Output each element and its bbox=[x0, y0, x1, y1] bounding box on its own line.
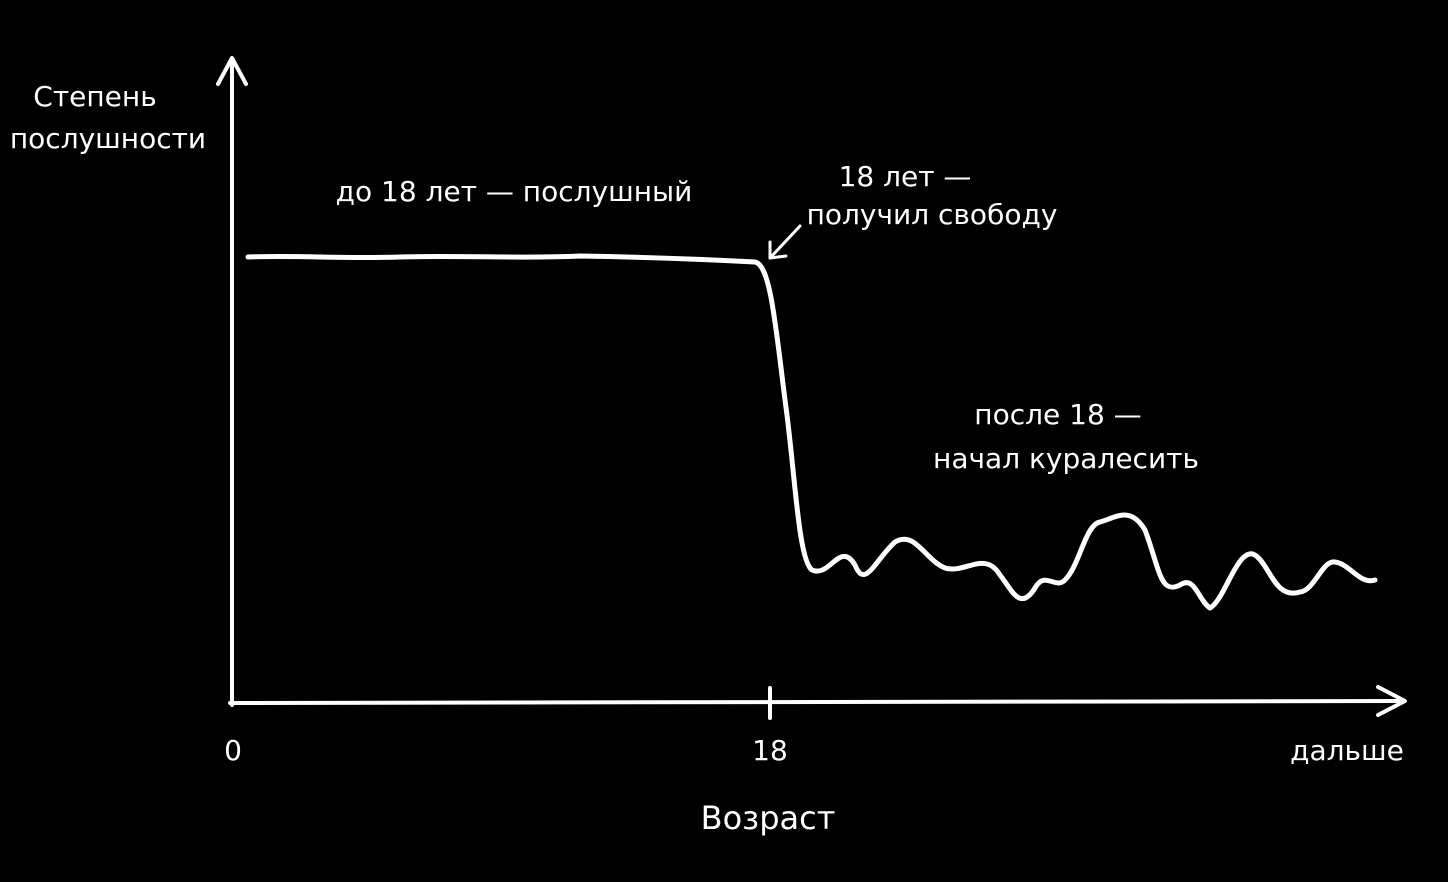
x-tick-label: 18 bbox=[752, 734, 788, 767]
annotation: получил свободу bbox=[807, 198, 1058, 231]
y-axis-arrow bbox=[216, 56, 248, 86]
annotation: начал куралесить bbox=[933, 442, 1199, 475]
annotation: после 18 — bbox=[974, 398, 1141, 431]
y-axis-label: Степень bbox=[33, 80, 156, 113]
annotation-arrow bbox=[768, 224, 802, 260]
y-axis-label: послушности bbox=[10, 122, 206, 155]
x-tick-label: 0 bbox=[224, 734, 242, 767]
x-axis-arrow bbox=[1376, 685, 1407, 717]
x-axis-label: Возраст bbox=[701, 799, 836, 837]
obedience-curve bbox=[245, 253, 1378, 611]
x-axis bbox=[228, 699, 1406, 705]
annotation-arrowhead bbox=[768, 240, 788, 260]
annotation: 18 лет — bbox=[839, 160, 972, 193]
x-tick-label: дальше bbox=[1290, 734, 1404, 767]
annotation: до 18 лет — послушный bbox=[336, 175, 693, 208]
